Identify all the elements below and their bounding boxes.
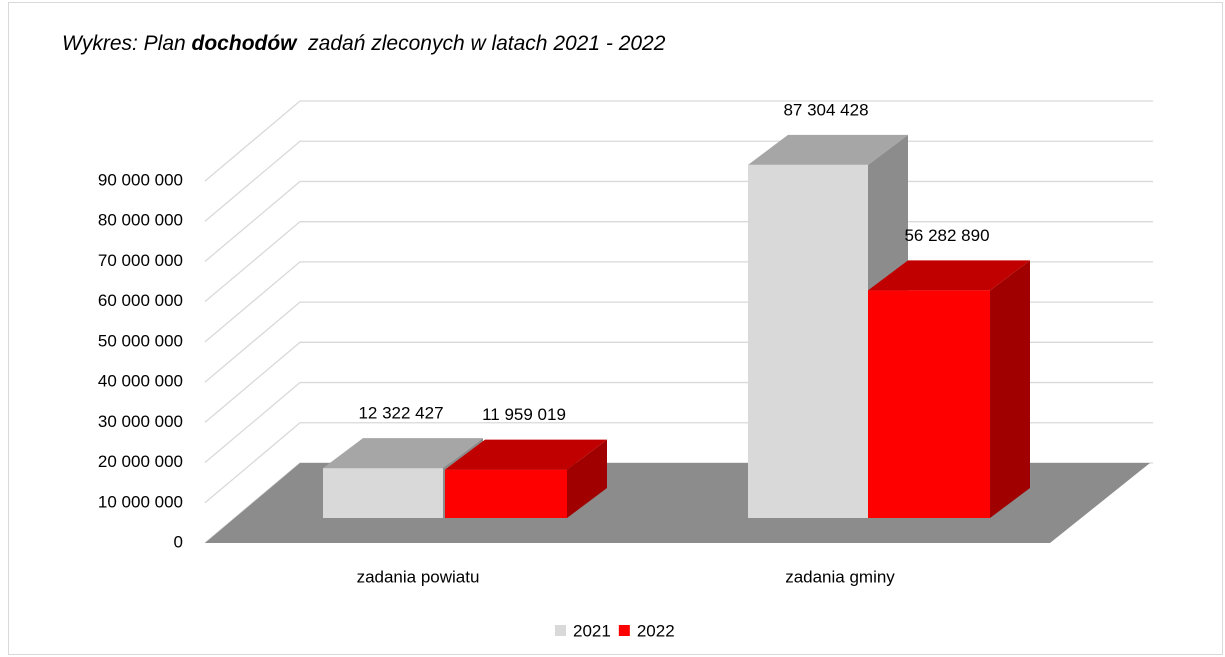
data-label: 11 959 019: [482, 405, 566, 424]
bar-top: [323, 438, 483, 469]
y-tick-label: 70 000 000: [98, 251, 183, 270]
bar-side: [990, 260, 1030, 518]
bar-top: [868, 260, 1030, 291]
title-part: Wykres: Plan: [62, 32, 192, 55]
bar-top: [748, 134, 908, 165]
y-tick-label: 60 000 000: [98, 291, 183, 310]
data-label: 56 282 890: [904, 226, 989, 245]
y-tick-label: 10 000 000: [98, 492, 183, 511]
x-tick-label: zadania powiatu: [357, 567, 480, 586]
legend-swatch: [618, 625, 630, 636]
legend-label: 2022: [637, 621, 675, 640]
title-part: zadań zleconych w latach 2021 - 2022: [297, 32, 666, 55]
bar: [868, 290, 990, 518]
bar: [748, 164, 868, 518]
bar: [445, 469, 567, 518]
y-tick-label: 90 000 000: [98, 170, 183, 189]
chart-frame: [8, 2, 1223, 655]
title-bold: dochodów: [192, 32, 299, 55]
x-tick-label: zadania gminy: [785, 567, 895, 586]
grid-line: [204, 100, 1153, 182]
data-label: 87 304 428: [783, 100, 868, 119]
y-tick-label: 0: [174, 532, 183, 551]
bar-side: [567, 439, 607, 518]
y-tick-label: 30 000 000: [98, 412, 183, 431]
bar: [323, 468, 443, 518]
data-label: 12 322 427: [358, 404, 443, 423]
y-tick-label: 20 000 000: [98, 452, 183, 471]
bar-top: [445, 439, 607, 470]
legend-swatch: [555, 625, 566, 636]
y-tick-label: 40 000 000: [98, 372, 183, 391]
chart-title: Wykres: Plan dochodów zadań zleconych w …: [62, 32, 666, 55]
y-tick-label: 80 000 000: [98, 211, 183, 230]
legend-label: 2021: [573, 621, 611, 640]
y-tick-label: 50 000 000: [98, 331, 183, 350]
